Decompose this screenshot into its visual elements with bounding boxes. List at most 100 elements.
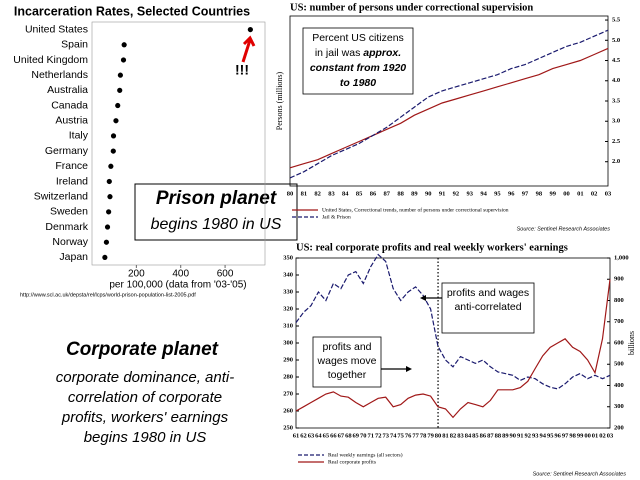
x-tick-label: 90 bbox=[425, 190, 432, 197]
y-tick-label: 3.5 bbox=[612, 97, 621, 104]
x-tick-label: 83 bbox=[457, 432, 464, 439]
x-tick-label: 01 bbox=[592, 432, 599, 439]
x-tick-label: 89 bbox=[502, 432, 509, 439]
x-tick-label: 88 bbox=[397, 190, 404, 197]
series-line bbox=[295, 253, 611, 390]
x-tick-label: 82 bbox=[314, 190, 321, 197]
x-tick-label: 400 bbox=[172, 269, 189, 280]
chart-title: Incarceration Rates, Selected Countries bbox=[14, 4, 250, 18]
y-tick-label: 700 bbox=[614, 318, 624, 325]
y-tick-label: 330 bbox=[283, 288, 293, 295]
y-tick-label: 1,000 bbox=[614, 254, 629, 261]
annotation-box bbox=[302, 27, 414, 95]
annotation: profits and wages move together bbox=[317, 341, 377, 381]
x-tick-label: 98 bbox=[536, 190, 543, 197]
x-tick-label: 67 bbox=[338, 432, 345, 439]
x-tick-label: 02 bbox=[599, 432, 606, 439]
annotation-box bbox=[441, 282, 535, 334]
dot bbox=[117, 87, 123, 93]
series-line bbox=[289, 29, 609, 179]
x-tick-label: 00 bbox=[563, 190, 570, 197]
x-tick-label: 84 bbox=[342, 190, 349, 197]
corp-text: corporate dominance, anti- bbox=[56, 369, 234, 386]
dot bbox=[117, 72, 123, 78]
dot bbox=[110, 148, 116, 154]
x-tick-label: 93 bbox=[466, 190, 473, 197]
dot bbox=[102, 254, 108, 261]
arrow-head bbox=[420, 295, 426, 301]
annotation: in jail was approx. bbox=[315, 47, 401, 59]
x-tick-label: 200 bbox=[128, 269, 145, 280]
dot bbox=[107, 194, 113, 200]
y-tick-label: 290 bbox=[283, 356, 293, 363]
y2-axis-label: billions bbox=[627, 331, 636, 355]
source: http://www.scl.ac.uk/depsta/rel/lcps/wor… bbox=[20, 292, 196, 298]
legend-label: United States, Correctional trends, numb… bbox=[322, 206, 509, 213]
y-tick-label: 300 bbox=[614, 403, 624, 410]
y-tick-label: Netherlands bbox=[31, 69, 88, 81]
prison-title: Prison planet bbox=[156, 188, 277, 209]
x-tick-label: 02 bbox=[591, 190, 598, 197]
annotation-part: approx. bbox=[363, 47, 401, 59]
x-tick-label: 65 bbox=[323, 432, 330, 439]
annotation: !!! bbox=[235, 62, 249, 78]
prison-subtitle: begins 1980 in US bbox=[151, 216, 282, 233]
x-tick-label: 79 bbox=[427, 432, 434, 439]
chart-title: US: real corporate profits and real week… bbox=[296, 242, 568, 253]
x-tick-label: 82 bbox=[450, 432, 457, 439]
annotation-part: from 1920 bbox=[354, 62, 407, 74]
x-tick-label: 75 bbox=[397, 432, 404, 439]
annotation-wrap: profits and wages move together bbox=[317, 341, 377, 381]
y-tick-label: 800 bbox=[614, 297, 624, 304]
x-tick-label: 97 bbox=[522, 190, 529, 197]
x-tick-label: 91 bbox=[517, 432, 524, 439]
y-tick-label: 280 bbox=[283, 373, 293, 380]
x-tick-label: 01 bbox=[577, 190, 584, 197]
legend-label: Real corporate profits bbox=[328, 458, 376, 465]
legend-label: Jail & Prison bbox=[322, 214, 351, 220]
y-tick-label: 3.0 bbox=[612, 118, 620, 125]
y-tick-label: 2.5 bbox=[612, 138, 621, 145]
annotation-part: to 1980 bbox=[340, 77, 376, 89]
annotation-part: Percent US citizens bbox=[312, 32, 404, 44]
dot bbox=[103, 239, 110, 245]
series-line bbox=[289, 47, 609, 169]
annotation-part: in jail was bbox=[315, 47, 363, 59]
x-tick-label: 85 bbox=[472, 432, 479, 439]
annotation: to 1980 bbox=[340, 77, 376, 89]
x-tick-label: 81 bbox=[442, 432, 449, 439]
x-tick-label: 89 bbox=[411, 190, 418, 197]
y-tick-label: 4.0 bbox=[612, 77, 620, 84]
x-tick-label: 83 bbox=[328, 190, 335, 197]
chart-title: US: number of persons under correctional… bbox=[290, 2, 533, 13]
y-tick-label: United States bbox=[25, 23, 88, 35]
y-tick-label: Spain bbox=[61, 39, 88, 51]
y-tick-label: 2.0 bbox=[612, 158, 620, 165]
x-tick-label: 93 bbox=[532, 432, 539, 439]
x-tick-label: 88 bbox=[495, 432, 502, 439]
dot bbox=[106, 209, 112, 215]
x-tick-label: 92 bbox=[525, 432, 532, 439]
x-tick-label: 92 bbox=[453, 190, 460, 197]
x-tick-label: 66 bbox=[330, 432, 337, 439]
y-tick-label: 600 bbox=[614, 339, 624, 346]
y-tick-label: Australia bbox=[47, 84, 88, 96]
y-tick-label: 200 bbox=[614, 424, 624, 431]
source: Source: Sentinel Research Associates bbox=[517, 226, 611, 232]
x-tick-label: 78 bbox=[420, 432, 427, 439]
y-tick-label: Canada bbox=[51, 99, 88, 111]
x-tick-label: 87 bbox=[487, 432, 494, 439]
y-tick-label: Italy bbox=[69, 130, 89, 142]
plot-frame bbox=[91, 21, 266, 266]
y-tick-label: 500 bbox=[614, 361, 624, 368]
y-tick-label: Germany bbox=[45, 145, 89, 157]
corp-text: correlation of corporate bbox=[68, 389, 222, 406]
y-tick-label: Austria bbox=[55, 115, 88, 127]
y-tick-label: 310 bbox=[283, 322, 293, 329]
y-tick-label: Ireland bbox=[56, 175, 88, 187]
x-tick-label: 96 bbox=[508, 190, 515, 197]
x-tick-label: 86 bbox=[370, 190, 377, 197]
y-tick-label: 260 bbox=[283, 407, 293, 414]
annotation-part: constant bbox=[310, 62, 354, 74]
x-tick-label: 91 bbox=[439, 190, 446, 197]
